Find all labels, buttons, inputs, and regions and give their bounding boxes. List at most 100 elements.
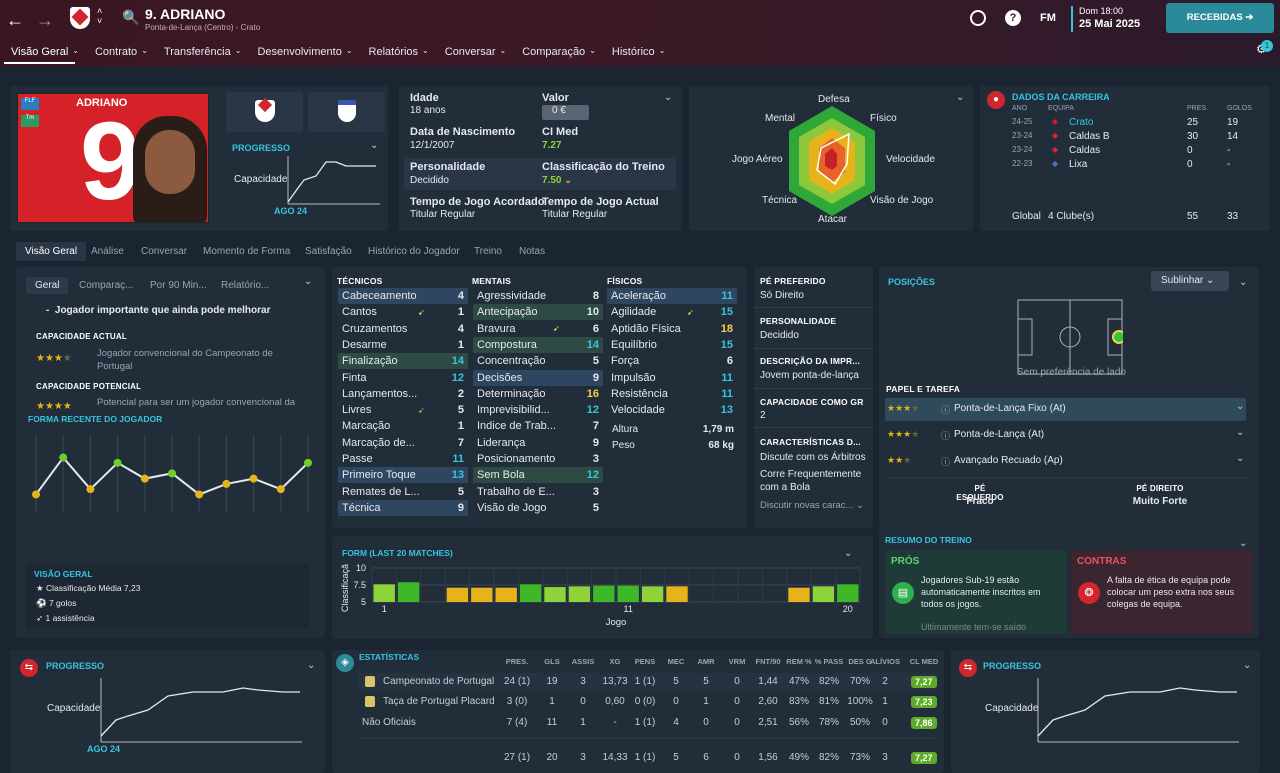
- attribute-row[interactable]: Resistência 11: [607, 386, 737, 402]
- stats-col-header[interactable]: XG: [609, 657, 621, 666]
- role-row[interactable]: ★★★★ ⓘ Ponta-de-Lança (At) ⌄: [885, 424, 1246, 446]
- form-chart-dropdown-icon[interactable]: ⌄: [844, 548, 853, 559]
- attribute-row[interactable]: Compostura 14: [473, 336, 603, 353]
- attribute-row[interactable]: Bravura ➹ 6: [473, 321, 603, 337]
- stats-col-header[interactable]: AMR: [697, 657, 715, 666]
- stats-col-header[interactable]: CL MED: [909, 657, 939, 666]
- career-team-link[interactable]: Caldas B: [1069, 131, 1110, 142]
- scout-tab-compare[interactable]: Comparaç...: [79, 280, 134, 291]
- stats-col-header[interactable]: ALÍVIOS: [869, 657, 900, 666]
- scout-tab-general[interactable]: Geral: [26, 277, 69, 294]
- attribute-row[interactable]: Marcação de... 7: [338, 435, 468, 451]
- help-icon[interactable]: ?: [1005, 10, 1021, 26]
- attribute-row[interactable]: Agilidade ➹ 15: [607, 304, 737, 320]
- attribute-row[interactable]: Remates de L... 5: [338, 484, 468, 500]
- attribute-row[interactable]: Impulsão 11: [607, 370, 737, 386]
- training-title[interactable]: RESUMO DO TREINO: [885, 535, 972, 545]
- progress-title-left[interactable]: PROGRESSO: [46, 661, 105, 671]
- inbox-button[interactable]: RECEBIDAS ➔: [1166, 3, 1274, 33]
- subtab-form[interactable]: Momento de Forma: [203, 246, 291, 257]
- nav-transfer[interactable]: Transferência: [163, 46, 231, 58]
- positions-menu-icon[interactable]: ⌄: [1239, 277, 1248, 288]
- training-dropdown-icon[interactable]: ⌄: [1239, 538, 1248, 549]
- form-chart-title[interactable]: FORM (LAST 20 MATCHES): [342, 548, 453, 558]
- stats-col-header[interactable]: % PASS: [814, 657, 844, 666]
- club-logo-box[interactable]: [226, 92, 303, 132]
- search-icon[interactable]: 🔍: [122, 9, 140, 25]
- attribute-row[interactable]: Cabeceamento 4: [338, 288, 468, 304]
- nav-development[interactable]: Desenvolvimento: [257, 46, 342, 58]
- stats-col-header[interactable]: GLS: [544, 657, 560, 666]
- attribute-row[interactable]: Velocidade 13: [607, 402, 737, 418]
- attribute-row[interactable]: Finta 12: [338, 370, 468, 386]
- attribute-row[interactable]: Lançamentos... 2: [338, 386, 468, 402]
- value-box[interactable]: 0 €: [542, 105, 589, 120]
- subtab-overview[interactable]: Visão Geral: [16, 242, 87, 261]
- subtab-talk[interactable]: Conversar: [141, 246, 188, 257]
- info-icon[interactable]: ⓘ: [941, 431, 951, 441]
- attribute-row[interactable]: Concentração 5: [473, 353, 603, 369]
- attribute-row[interactable]: Agressividade 8: [473, 288, 603, 304]
- forward-arrow-icon[interactable]: →: [36, 10, 54, 30]
- role-row[interactable]: ★★★ ⓘ Avançado Recuado (Ap) ⌄: [885, 450, 1246, 472]
- attribute-row[interactable]: Decisões 9: [473, 369, 603, 386]
- info-icon[interactable]: ⓘ: [941, 405, 951, 415]
- nav-compare[interactable]: Comparação: [522, 46, 586, 58]
- chevron-down-icon[interactable]: ⌄: [1236, 453, 1245, 464]
- progress-title-right[interactable]: PROGRESSO: [983, 661, 1042, 671]
- attribute-row[interactable]: Sem Bola 12: [473, 467, 603, 484]
- stats-col-header[interactable]: REM %: [786, 657, 812, 666]
- scout-tab-report[interactable]: Relatório...: [221, 280, 270, 291]
- info-dropdown-icon[interactable]: ⌄: [664, 92, 673, 103]
- stats-col-header[interactable]: FNT/90: [755, 657, 781, 666]
- globe-icon[interactable]: [970, 10, 986, 26]
- player-switch-icon[interactable]: ˄ ˅: [97, 6, 103, 26]
- competition-name[interactable]: Campeonato de Portugal: [383, 676, 495, 687]
- nav-history[interactable]: Histórico: [611, 46, 655, 58]
- training-value-row[interactable]: 7.50 ⌄: [542, 175, 572, 186]
- attribute-row[interactable]: Visão de Jogo 5: [473, 500, 603, 516]
- subtab-notes[interactable]: Notas: [519, 246, 546, 257]
- fm-menu[interactable]: FM: [1040, 12, 1056, 24]
- attribute-row[interactable]: Antecipação 10: [473, 304, 603, 321]
- stats-col-header[interactable]: DES G: [848, 657, 872, 666]
- chevron-down-icon[interactable]: ⌄: [1236, 427, 1245, 438]
- chevron-down-icon[interactable]: ⌄: [1236, 401, 1245, 412]
- positions-title[interactable]: POSIÇÕES: [888, 277, 936, 287]
- chevron-down-icon[interactable]: ⌄: [307, 660, 316, 671]
- nav-talk[interactable]: Conversar: [444, 46, 496, 58]
- attribute-row[interactable]: Equilíbrio 15: [607, 337, 737, 353]
- club-crest-icon[interactable]: [70, 7, 90, 29]
- subtab-history[interactable]: Histórico do Jogador: [368, 246, 460, 257]
- attribute-row[interactable]: Cantos ➹ 1: [338, 304, 468, 320]
- stats-col-header[interactable]: ASSIS: [571, 657, 595, 666]
- attribute-row[interactable]: Finalização 14: [338, 353, 468, 370]
- discuss-traits-link[interactable]: Discutir novas carac... ⌄: [760, 500, 865, 511]
- scout-tab-per90[interactable]: Por 90 Min...: [150, 280, 207, 291]
- info-icon[interactable]: ⓘ: [941, 457, 951, 467]
- stats-col-header[interactable]: PRES.: [505, 657, 529, 666]
- tm-badge[interactable]: Tm: [21, 115, 39, 127]
- career-team-link[interactable]: Caldas: [1069, 145, 1101, 156]
- subtab-happiness[interactable]: Satisfação: [305, 246, 352, 257]
- attribute-row[interactable]: Primeiro Toque 13: [338, 467, 468, 484]
- chevron-down-icon[interactable]: ⌄: [370, 140, 379, 151]
- nav-reports[interactable]: Relatórios: [368, 46, 419, 58]
- attribute-row[interactable]: Cruzamentos 4: [338, 321, 468, 337]
- attribute-row[interactable]: Desarme 1: [338, 337, 468, 353]
- career-title[interactable]: DADOS DA CARREIRA: [1012, 92, 1110, 102]
- competition-name[interactable]: Não Oficiais: [362, 717, 416, 728]
- flf-badge[interactable]: FLF: [21, 98, 39, 110]
- stats-col-header[interactable]: VRM: [728, 657, 746, 666]
- attribute-row[interactable]: Técnica 9: [338, 499, 468, 516]
- chevron-down-icon[interactable]: ⌄: [1243, 660, 1252, 671]
- highlight-dropdown[interactable]: Sublinhar ⌄: [1151, 271, 1229, 291]
- scout-dropdown-icon[interactable]: ⌄: [304, 276, 313, 287]
- role-row-selected[interactable]: ★★★★ ⓘ Ponta-de-Lança Fixo (At) ⌄: [885, 398, 1246, 421]
- recent-form-title[interactable]: FORMA RECENTE DO JOGADOR: [28, 414, 163, 424]
- attribute-row[interactable]: Posicionamento 3: [473, 451, 603, 467]
- attribute-row[interactable]: Trabalho de E... 3: [473, 484, 603, 500]
- progress-title[interactable]: PROGRESSO: [232, 143, 291, 153]
- stats-title[interactable]: ESTATÍSTICAS: [359, 652, 420, 662]
- attribute-row[interactable]: Livres ➹ 5: [338, 402, 468, 418]
